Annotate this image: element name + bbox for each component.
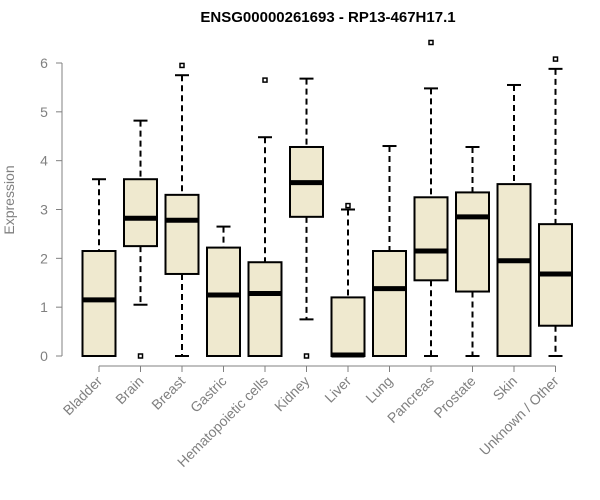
box-gastric xyxy=(206,225,241,357)
box-bladder xyxy=(81,178,117,357)
outlier-point xyxy=(179,62,185,69)
box-pancreas xyxy=(413,39,449,357)
y-tick-label: 2 xyxy=(40,250,48,266)
x-tick-label: Breast xyxy=(148,373,188,413)
iqr-box xyxy=(455,191,490,293)
iqr-box xyxy=(81,250,117,357)
iqr-box xyxy=(413,196,449,282)
iqr-box xyxy=(330,296,366,357)
chart-title: ENSG00000261693 - RP13-467H17.1 xyxy=(200,9,455,26)
x-tick-label: Bladder xyxy=(60,373,106,419)
iqr-box xyxy=(247,261,283,357)
iqr-box xyxy=(123,178,158,248)
x-tick-label: Unknown / Other xyxy=(476,373,562,459)
x-tick-label: Lung xyxy=(362,373,395,406)
iqr-box xyxy=(206,246,241,357)
box-skin xyxy=(496,83,532,357)
y-tick-label: 0 xyxy=(40,348,48,364)
box-prostate xyxy=(455,145,490,357)
outlier-point xyxy=(303,353,310,359)
x-tick-label: Kidney xyxy=(271,373,313,415)
x-tick-label: Liver xyxy=(321,373,354,406)
y-axis: 0 1 2 3 4 5 6 xyxy=(40,55,63,364)
outlier-point xyxy=(552,56,559,62)
box-liver xyxy=(330,202,366,358)
x-tick-label: Prostate xyxy=(430,373,478,421)
box-breast xyxy=(164,62,200,357)
box-series xyxy=(81,39,573,359)
x-tick-label: Skin xyxy=(490,373,521,404)
y-tick-label: 4 xyxy=(40,153,48,169)
y-tick-label: 1 xyxy=(40,299,48,315)
outlier-point xyxy=(137,353,144,359)
y-tick-label: 6 xyxy=(40,55,48,71)
y-axis-label: Expression xyxy=(1,165,17,234)
box-lung xyxy=(372,145,407,357)
iqr-box xyxy=(496,183,532,357)
outlier-point xyxy=(345,202,351,209)
box-hematopoietic-cells xyxy=(247,77,283,357)
box-kidney xyxy=(289,77,324,359)
x-tick-label: Brain xyxy=(112,373,146,407)
iqr-box xyxy=(164,193,200,275)
outlier-point xyxy=(428,39,434,46)
y-tick-label: 3 xyxy=(40,202,48,218)
iqr-box xyxy=(372,250,407,357)
box-brain xyxy=(123,119,158,359)
y-tick-label: 5 xyxy=(40,104,48,120)
outlier-point xyxy=(262,77,268,83)
box-unknown-other xyxy=(538,56,573,357)
